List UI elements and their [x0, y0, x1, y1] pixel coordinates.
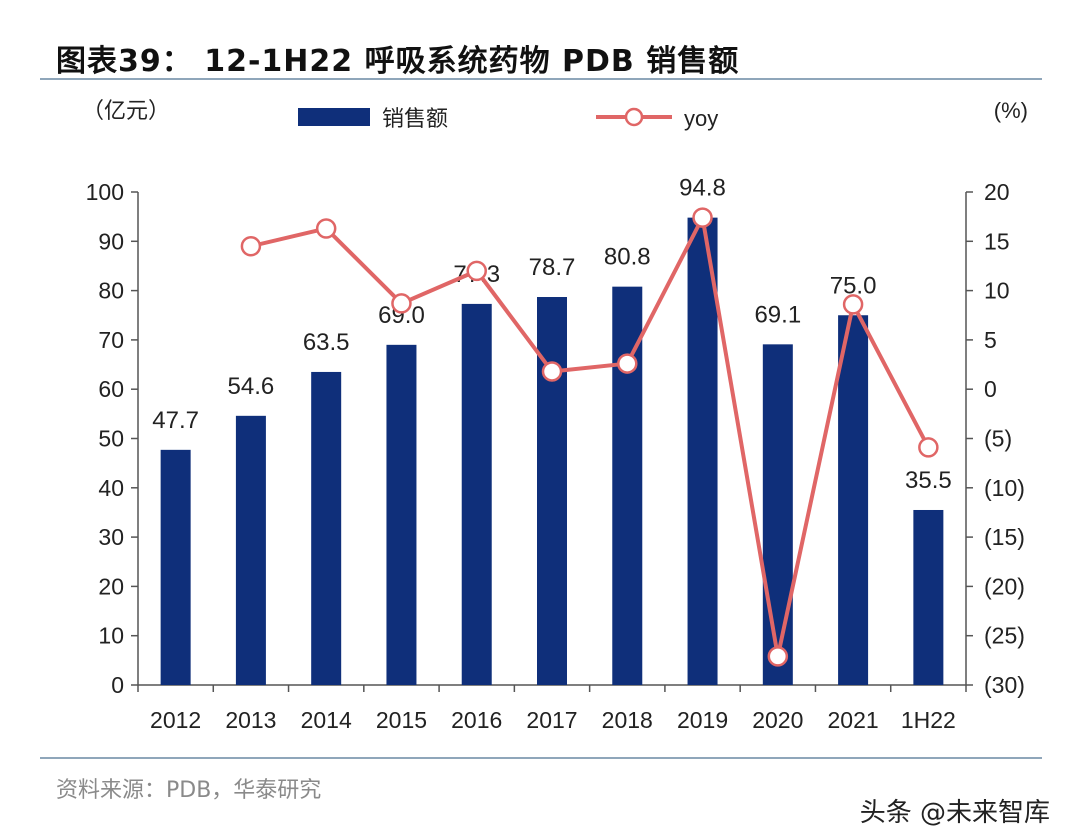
yoy-point — [391, 293, 412, 314]
bar — [311, 371, 342, 685]
right-tick-label: (5) — [984, 426, 1012, 452]
bar — [687, 217, 718, 686]
chart-title: 图表39： 12-1H22 呼吸系统药物 PDB 销售额 — [56, 44, 740, 79]
top-divider — [40, 78, 1042, 80]
yoy-point — [240, 235, 262, 257]
bar-series — [160, 217, 944, 686]
yoy-point — [767, 646, 789, 667]
left-tick-label: 0 — [111, 672, 124, 698]
yoy-series — [240, 207, 939, 667]
bar — [762, 344, 793, 685]
bar-value-label: 63.5 — [303, 329, 350, 356]
bar-value-label: 47.7 — [152, 407, 199, 434]
source-note: 资料来源：PDB，华泰研究 — [56, 778, 322, 803]
yoy-point — [466, 260, 487, 282]
bottom-divider — [40, 757, 1042, 759]
legend-bar-label: 销售额 — [382, 106, 448, 131]
bar-value-label: 94.8 — [679, 175, 726, 202]
bar-value-label: 54.6 — [228, 373, 275, 400]
left-axis-unit: （亿元） — [82, 98, 170, 123]
right-tick-label: 20 — [984, 179, 1010, 205]
x-tick-label: 2013 — [225, 707, 276, 733]
yoy-point — [918, 437, 939, 458]
bar — [461, 303, 492, 685]
bar — [913, 509, 944, 685]
yoy-point — [842, 294, 864, 315]
yoy-point — [541, 361, 563, 382]
axes: 0 (30) 10 (25) 20 (20) 30 (15) 40 (10) 50 (5) 60 0 70 5… — [86, 179, 1025, 733]
x-tick-label: 1H22 — [901, 707, 956, 733]
left-tick-label: 40 — [98, 475, 124, 501]
x-tick-label: 2020 — [752, 707, 803, 733]
x-tick-label: 2012 — [150, 707, 201, 733]
bar-labels: 47.754.663.569.077.378.780.894.869.175.0… — [152, 175, 951, 494]
yoy-point — [692, 207, 713, 228]
right-tick-label: (30) — [984, 672, 1025, 698]
bar — [160, 449, 191, 685]
left-tick-label: 50 — [98, 426, 124, 452]
bar-value-label: 35.5 — [905, 467, 952, 494]
x-tick-label: 2016 — [451, 707, 502, 733]
left-tick-label: 30 — [98, 524, 124, 550]
yoy-line-path — [250, 215, 931, 659]
x-tick-label: 2018 — [602, 707, 653, 733]
right-axis-unit: (%) — [994, 98, 1028, 123]
left-tick-label: 70 — [98, 327, 124, 353]
right-tick-label: (25) — [984, 623, 1025, 649]
x-tick-label: 2021 — [828, 707, 879, 733]
left-tick-label: 20 — [98, 573, 124, 599]
legend: 销售额 yoy — [298, 106, 718, 131]
bar-value-label: 69.1 — [754, 301, 801, 328]
yoy-point — [617, 353, 638, 374]
x-tick-label: 2017 — [526, 707, 577, 733]
right-tick-label: (15) — [984, 524, 1025, 550]
left-tick-label: 10 — [98, 623, 124, 649]
right-tick-label: 5 — [984, 327, 997, 353]
bar — [386, 344, 417, 685]
right-tick-label: (20) — [984, 573, 1025, 599]
left-tick-label: 100 — [86, 179, 124, 205]
legend-line-label: yoy — [684, 106, 718, 131]
left-tick-label: 60 — [98, 376, 124, 402]
bar — [235, 415, 266, 685]
bar-value-label: 78.7 — [529, 254, 576, 281]
watermark: 头条 @未来智库 — [859, 798, 1050, 828]
right-tick-label: (10) — [984, 475, 1025, 501]
yoy-point — [315, 218, 337, 239]
right-tick-label: 10 — [984, 278, 1010, 304]
right-tick-label: 0 — [984, 376, 997, 402]
left-tick-label: 90 — [98, 228, 124, 254]
x-tick-label: 2014 — [301, 707, 352, 733]
legend-line-marker — [624, 107, 644, 127]
legend-bar-swatch — [298, 108, 370, 126]
right-tick-label: 15 — [984, 228, 1010, 254]
bar — [612, 286, 643, 685]
x-tick-label: 2015 — [376, 707, 427, 733]
x-tick-label: 2019 — [677, 707, 728, 733]
left-tick-label: 80 — [98, 278, 124, 304]
bar — [838, 315, 869, 685]
bar-value-label: 80.8 — [604, 244, 651, 271]
